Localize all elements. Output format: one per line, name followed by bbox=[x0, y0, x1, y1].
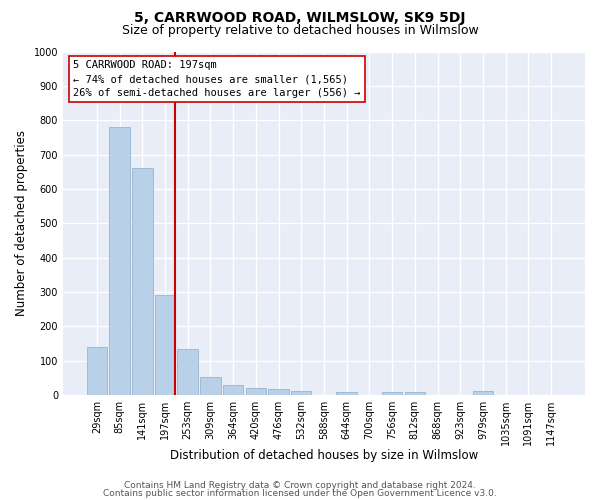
Bar bbox=[337, 392, 357, 395]
Bar bbox=[178, 348, 198, 395]
Bar bbox=[473, 391, 493, 395]
Text: Contains HM Land Registry data © Crown copyright and database right 2024.: Contains HM Land Registry data © Crown c… bbox=[124, 481, 476, 490]
Text: Contains public sector information licensed under the Open Government Licence v3: Contains public sector information licen… bbox=[103, 490, 497, 498]
Bar bbox=[404, 392, 425, 395]
Bar bbox=[155, 296, 175, 395]
Text: 5 CARRWOOD ROAD: 197sqm
← 74% of detached houses are smaller (1,565)
26% of semi: 5 CARRWOOD ROAD: 197sqm ← 74% of detache… bbox=[73, 60, 361, 98]
Bar bbox=[291, 390, 311, 395]
Bar bbox=[245, 388, 266, 395]
Bar bbox=[200, 377, 221, 395]
Y-axis label: Number of detached properties: Number of detached properties bbox=[15, 130, 28, 316]
Bar bbox=[86, 347, 107, 395]
Text: Size of property relative to detached houses in Wilmslow: Size of property relative to detached ho… bbox=[122, 24, 478, 37]
X-axis label: Distribution of detached houses by size in Wilmslow: Distribution of detached houses by size … bbox=[170, 450, 478, 462]
Bar bbox=[223, 386, 244, 395]
Bar bbox=[109, 127, 130, 395]
Bar bbox=[268, 389, 289, 395]
Bar bbox=[132, 168, 152, 395]
Text: 5, CARRWOOD ROAD, WILMSLOW, SK9 5DJ: 5, CARRWOOD ROAD, WILMSLOW, SK9 5DJ bbox=[134, 11, 466, 25]
Bar bbox=[382, 392, 403, 395]
